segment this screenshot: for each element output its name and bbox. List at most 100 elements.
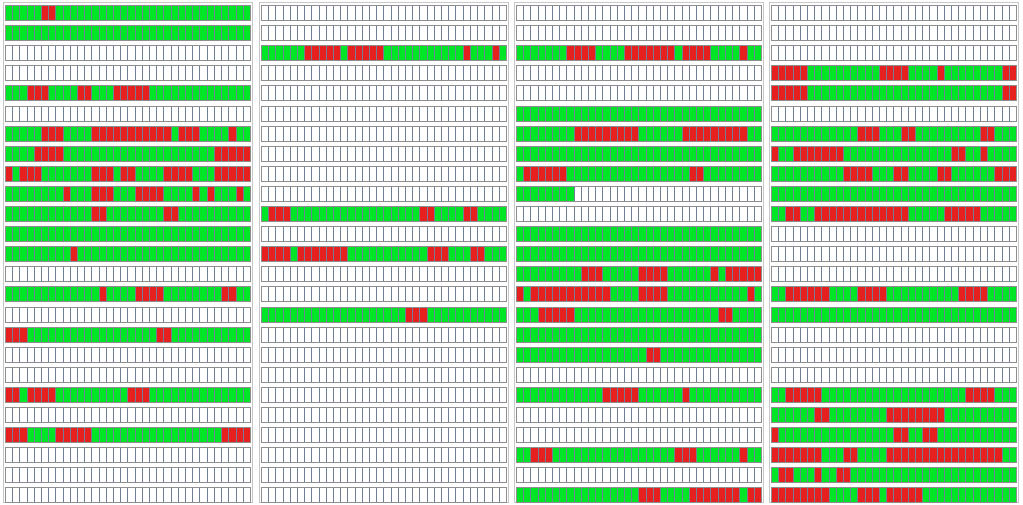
empty-slot[interactable] xyxy=(772,26,780,40)
empty-slot[interactable] xyxy=(99,107,107,121)
empty-slot[interactable] xyxy=(63,468,71,482)
available-slot[interactable] xyxy=(70,287,79,301)
empty-slot[interactable] xyxy=(20,408,28,422)
empty-slot[interactable] xyxy=(398,408,407,422)
available-slot[interactable] xyxy=(13,227,21,241)
available-slot[interactable] xyxy=(858,468,866,482)
available-slot[interactable] xyxy=(786,308,794,322)
empty-slot[interactable] xyxy=(193,308,201,322)
empty-slot[interactable] xyxy=(682,408,690,422)
empty-slot[interactable] xyxy=(531,26,539,40)
empty-slot[interactable] xyxy=(517,408,525,422)
empty-slot[interactable] xyxy=(121,267,129,281)
available-slot[interactable] xyxy=(524,287,532,301)
occupied-slot[interactable] xyxy=(56,428,64,442)
empty-slot[interactable] xyxy=(27,308,35,322)
available-slot[interactable] xyxy=(13,26,21,40)
available-slot[interactable] xyxy=(243,227,250,241)
empty-slot[interactable] xyxy=(858,46,866,60)
available-slot[interactable] xyxy=(114,207,122,221)
empty-slot[interactable] xyxy=(362,468,371,482)
empty-slot[interactable] xyxy=(312,348,320,362)
available-slot[interactable] xyxy=(27,328,35,342)
available-slot[interactable] xyxy=(214,6,223,20)
empty-slot[interactable] xyxy=(70,348,79,362)
available-slot[interactable] xyxy=(545,227,554,241)
empty-slot[interactable] xyxy=(449,448,457,462)
empty-slot[interactable] xyxy=(661,207,669,221)
available-slot[interactable] xyxy=(567,348,575,362)
available-slot[interactable] xyxy=(99,147,107,161)
available-slot[interactable] xyxy=(207,227,215,241)
empty-slot[interactable] xyxy=(341,267,349,281)
available-slot[interactable] xyxy=(106,26,115,40)
empty-slot[interactable] xyxy=(222,448,230,462)
empty-slot[interactable] xyxy=(808,46,816,60)
empty-slot[interactable] xyxy=(276,6,284,20)
empty-slot[interactable] xyxy=(740,26,748,40)
available-slot[interactable] xyxy=(150,227,158,241)
empty-slot[interactable] xyxy=(420,468,428,482)
empty-slot[interactable] xyxy=(348,227,356,241)
occupied-slot[interactable] xyxy=(567,287,575,301)
empty-slot[interactable] xyxy=(193,368,201,382)
empty-slot[interactable] xyxy=(305,388,313,402)
empty-slot[interactable] xyxy=(171,267,179,281)
available-slot[interactable] xyxy=(128,6,136,20)
empty-slot[interactable] xyxy=(114,488,122,502)
empty-slot[interactable] xyxy=(836,107,845,121)
empty-slot[interactable] xyxy=(442,227,450,241)
occupied-slot[interactable] xyxy=(908,127,917,141)
empty-slot[interactable] xyxy=(779,328,787,342)
empty-slot[interactable] xyxy=(545,6,554,20)
empty-slot[interactable] xyxy=(427,167,435,181)
empty-slot[interactable] xyxy=(348,448,356,462)
empty-slot[interactable] xyxy=(596,468,604,482)
available-slot[interactable] xyxy=(20,86,28,100)
empty-slot[interactable] xyxy=(269,66,277,80)
empty-slot[interactable] xyxy=(334,287,342,301)
occupied-slot[interactable] xyxy=(355,46,363,60)
available-slot[interactable] xyxy=(596,488,604,502)
empty-slot[interactable] xyxy=(865,368,873,382)
empty-slot[interactable] xyxy=(283,388,291,402)
available-slot[interactable] xyxy=(78,167,86,181)
empty-slot[interactable] xyxy=(283,227,291,241)
available-slot[interactable] xyxy=(844,308,852,322)
empty-slot[interactable] xyxy=(995,26,1003,40)
empty-slot[interactable] xyxy=(808,227,816,241)
empty-slot[interactable] xyxy=(305,408,313,422)
available-slot[interactable] xyxy=(793,167,801,181)
empty-slot[interactable] xyxy=(27,46,35,60)
available-slot[interactable] xyxy=(617,328,626,342)
empty-slot[interactable] xyxy=(740,187,748,201)
available-slot[interactable] xyxy=(632,107,640,121)
available-slot[interactable] xyxy=(92,6,100,20)
empty-slot[interactable] xyxy=(973,328,981,342)
empty-slot[interactable] xyxy=(283,328,291,342)
available-slot[interactable] xyxy=(70,127,79,141)
available-slot[interactable] xyxy=(653,388,662,402)
available-slot[interactable] xyxy=(589,308,597,322)
available-slot[interactable] xyxy=(531,328,539,342)
empty-slot[interactable] xyxy=(668,26,676,40)
empty-slot[interactable] xyxy=(499,368,506,382)
empty-slot[interactable] xyxy=(229,308,237,322)
empty-slot[interactable] xyxy=(420,328,428,342)
empty-slot[interactable] xyxy=(319,86,327,100)
occupied-slot[interactable] xyxy=(236,147,244,161)
empty-slot[interactable] xyxy=(406,328,414,342)
empty-slot[interactable] xyxy=(478,468,486,482)
empty-slot[interactable] xyxy=(341,328,349,342)
available-slot[interactable] xyxy=(625,107,633,121)
occupied-slot[interactable] xyxy=(653,46,662,60)
empty-slot[interactable] xyxy=(222,107,230,121)
empty-slot[interactable] xyxy=(463,468,471,482)
available-slot[interactable] xyxy=(171,388,179,402)
empty-slot[interactable] xyxy=(492,448,500,462)
occupied-slot[interactable] xyxy=(377,46,385,60)
empty-slot[interactable] xyxy=(114,267,122,281)
available-slot[interactable] xyxy=(1009,388,1016,402)
empty-slot[interactable] xyxy=(326,66,335,80)
available-slot[interactable] xyxy=(560,247,568,261)
